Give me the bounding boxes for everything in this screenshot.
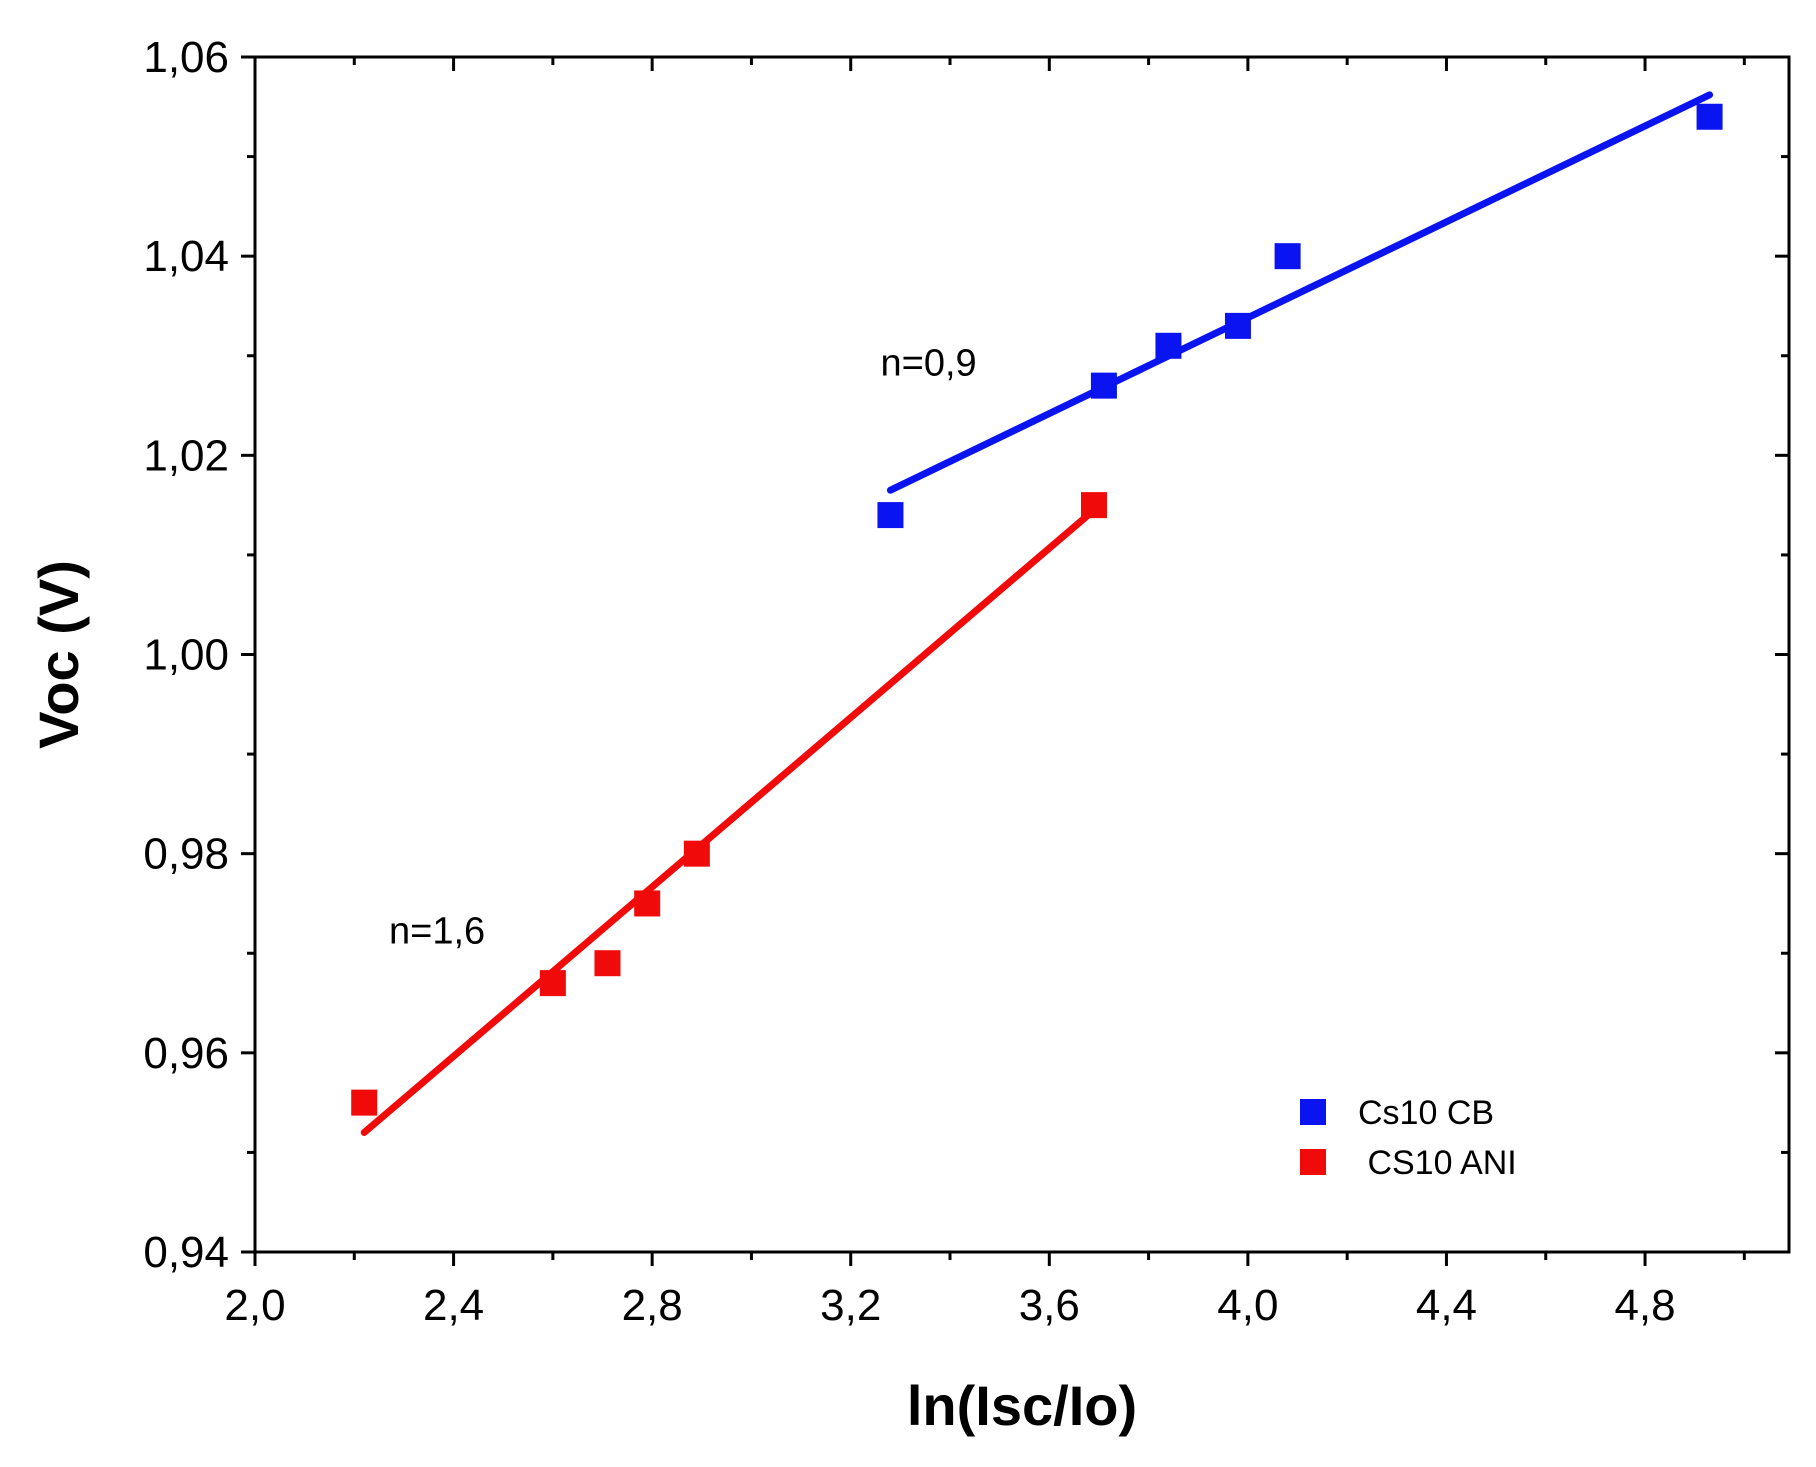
cs10-cb-point bbox=[1274, 243, 1301, 270]
data-points-layer bbox=[351, 103, 1723, 1116]
plot-frame bbox=[253, 55, 1791, 1254]
labels-layer: 2,0 2,4 2,8 3,2 3,6 4,0 4,4 4,8 0,94 0,96 0,98 1,00… bbox=[143, 33, 1675, 1330]
x-axis-title: ln(Isc/Io) bbox=[907, 1374, 1137, 1437]
x-tick-label: 4,8 bbox=[1614, 1281, 1675, 1330]
y-tick-label: 0,98 bbox=[143, 830, 229, 879]
legend-label-cs10-cb: Cs10 CB bbox=[1358, 1094, 1494, 1132]
y-tick-label: 1,00 bbox=[143, 631, 229, 680]
cs10-cb-slope-annotation: n=0,9 bbox=[881, 343, 977, 385]
y-tick-label: 1,02 bbox=[143, 431, 229, 480]
y-tick-label: 1,06 bbox=[143, 33, 229, 82]
x-tick-label: 3,6 bbox=[1019, 1281, 1080, 1330]
x-tick-label: 2,8 bbox=[622, 1281, 683, 1330]
cs10-cb-point bbox=[1224, 312, 1251, 339]
cs10-ani-point bbox=[634, 890, 661, 917]
y-tick-label: 0,96 bbox=[143, 1029, 229, 1078]
x-tick-label: 4,4 bbox=[1416, 1281, 1477, 1330]
cs10-ani-point bbox=[351, 1089, 378, 1116]
y-axis-title: Voc (V) bbox=[27, 560, 90, 749]
cs10-cb-point bbox=[1155, 332, 1182, 359]
cs10-ani-point bbox=[594, 950, 621, 977]
fit-lines-layer bbox=[360, 91, 1714, 1136]
cs10-cb-fit-line bbox=[886, 91, 1714, 494]
legend-marker-cs10-ani bbox=[1300, 1149, 1326, 1175]
cs10-ani-point bbox=[539, 970, 566, 997]
x-tick-label: 2,0 bbox=[224, 1281, 285, 1330]
cs10-ani-point bbox=[1080, 492, 1107, 519]
legend-marker-cs10-cb bbox=[1300, 1099, 1326, 1125]
cs10-cb-point bbox=[1090, 372, 1117, 399]
x-tick-label: 4,0 bbox=[1217, 1281, 1278, 1330]
x-tick-label: 2,4 bbox=[423, 1281, 484, 1330]
cs10-cb-point bbox=[1696, 103, 1723, 130]
cs10-ani-point bbox=[683, 840, 710, 867]
cs10-ani-fit-line bbox=[360, 506, 1098, 1136]
y-tick-label: 0,94 bbox=[143, 1228, 229, 1277]
legend: Cs10 CB CS10 ANI bbox=[1300, 1094, 1517, 1182]
cs10-ani-slope-annotation: n=1,6 bbox=[389, 910, 485, 952]
y-tick-label: 1,04 bbox=[143, 232, 229, 281]
ticks-layer bbox=[241, 55, 1789, 1266]
cs10-cb-point bbox=[877, 502, 904, 529]
x-tick-label: 3,2 bbox=[820, 1281, 881, 1330]
legend-label-cs10-ani: CS10 ANI bbox=[1358, 1144, 1517, 1182]
